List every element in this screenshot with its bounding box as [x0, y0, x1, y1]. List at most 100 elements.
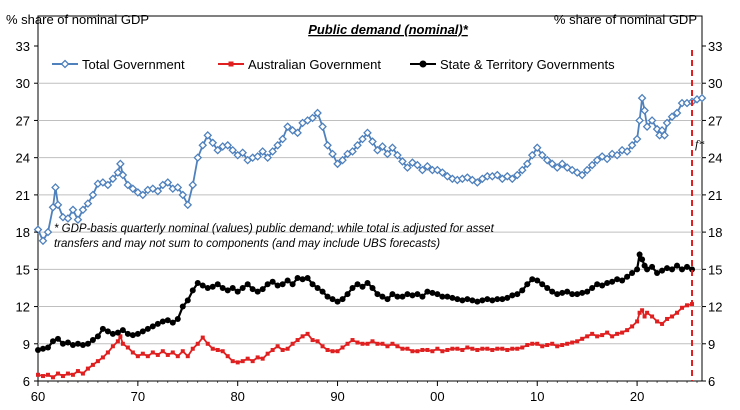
data-point	[194, 279, 201, 286]
data-point	[562, 163, 572, 172]
data-point	[517, 165, 527, 175]
x-tick-label: 80	[230, 389, 244, 404]
y-tick-label-right: 27	[708, 113, 722, 128]
data-point	[577, 170, 587, 180]
data-point	[279, 281, 286, 288]
data-point	[612, 150, 622, 160]
data-point	[305, 331, 310, 336]
data-point	[627, 140, 637, 150]
data-point	[524, 281, 531, 288]
data-point	[410, 349, 415, 354]
legend-item: Australian Government	[218, 57, 381, 72]
data-point	[409, 292, 416, 299]
data-point	[445, 347, 450, 352]
data-point	[113, 168, 123, 177]
data-point	[560, 343, 565, 348]
data-point	[600, 333, 605, 338]
data-point	[285, 346, 290, 351]
data-point	[512, 170, 522, 180]
data-point	[99, 325, 106, 332]
data-point	[455, 346, 460, 351]
data-point	[403, 163, 412, 172]
data-point	[520, 345, 525, 350]
data-point	[642, 122, 652, 131]
data-point	[100, 355, 105, 360]
data-point	[504, 294, 511, 301]
data-point	[662, 118, 672, 128]
data-point	[574, 291, 581, 298]
data-point	[599, 282, 606, 289]
data-point	[95, 359, 100, 364]
y-tick-label-left: 33	[16, 39, 30, 54]
data-point	[535, 341, 540, 346]
data-point	[65, 371, 70, 376]
data-point	[259, 286, 266, 293]
data-point	[295, 338, 300, 343]
legend-item: State & Territory Governments	[410, 57, 615, 72]
data-point	[225, 354, 230, 359]
data-point	[585, 334, 590, 339]
data-point	[39, 345, 46, 352]
data-point	[53, 200, 63, 210]
data-point	[110, 344, 115, 349]
series-line	[37, 97, 703, 243]
data-point	[43, 227, 53, 237]
data-point	[165, 352, 170, 357]
legend-label: Australian Government	[248, 57, 381, 72]
data-point	[323, 140, 332, 150]
data-point	[164, 317, 171, 324]
data-point	[395, 344, 400, 349]
data-point	[636, 251, 643, 258]
data-point	[484, 296, 491, 303]
data-point	[153, 186, 163, 196]
x-tick-label: 90	[330, 389, 344, 404]
data-point	[454, 296, 461, 303]
data-point	[60, 374, 65, 379]
data-point	[130, 350, 135, 355]
data-point	[550, 341, 555, 346]
y-tick-label-left: 9	[23, 337, 30, 352]
data-point	[415, 349, 420, 354]
data-point	[413, 160, 422, 170]
y-tick-label-right: 6	[708, 374, 715, 389]
data-point	[388, 143, 397, 153]
data-point	[539, 281, 546, 288]
data-point	[80, 371, 85, 376]
data-point	[507, 174, 517, 184]
data-point	[369, 284, 376, 291]
data-point	[375, 341, 380, 346]
data-point	[288, 126, 297, 135]
data-point	[128, 184, 138, 194]
chart-note-line-2: transfers and may not sum to components …	[54, 238, 440, 250]
data-point	[464, 296, 471, 303]
legend-label: State & Territory Governments	[440, 57, 615, 72]
data-point	[420, 347, 425, 352]
data-point	[615, 331, 620, 336]
data-point	[84, 340, 91, 347]
data-point	[459, 297, 466, 304]
data-point	[63, 214, 73, 223]
data-point	[414, 291, 421, 298]
data-point	[515, 346, 520, 351]
data-point	[649, 263, 656, 270]
data-point	[349, 284, 356, 291]
data-point	[220, 349, 225, 354]
data-point	[602, 154, 612, 164]
data-point	[365, 341, 370, 346]
data-point	[373, 145, 382, 155]
data-point	[480, 346, 485, 351]
data-point	[40, 374, 45, 379]
data-point	[468, 175, 477, 185]
data-point	[294, 275, 301, 282]
data-point	[64, 339, 71, 346]
data-point	[74, 340, 81, 347]
data-point	[530, 341, 535, 346]
data-point	[38, 236, 48, 246]
data-point	[36, 372, 40, 377]
data-point	[328, 149, 337, 159]
data-point	[569, 291, 576, 298]
data-point	[385, 344, 390, 349]
data-point	[572, 168, 582, 177]
data-point	[374, 291, 381, 298]
data-point	[188, 180, 198, 190]
